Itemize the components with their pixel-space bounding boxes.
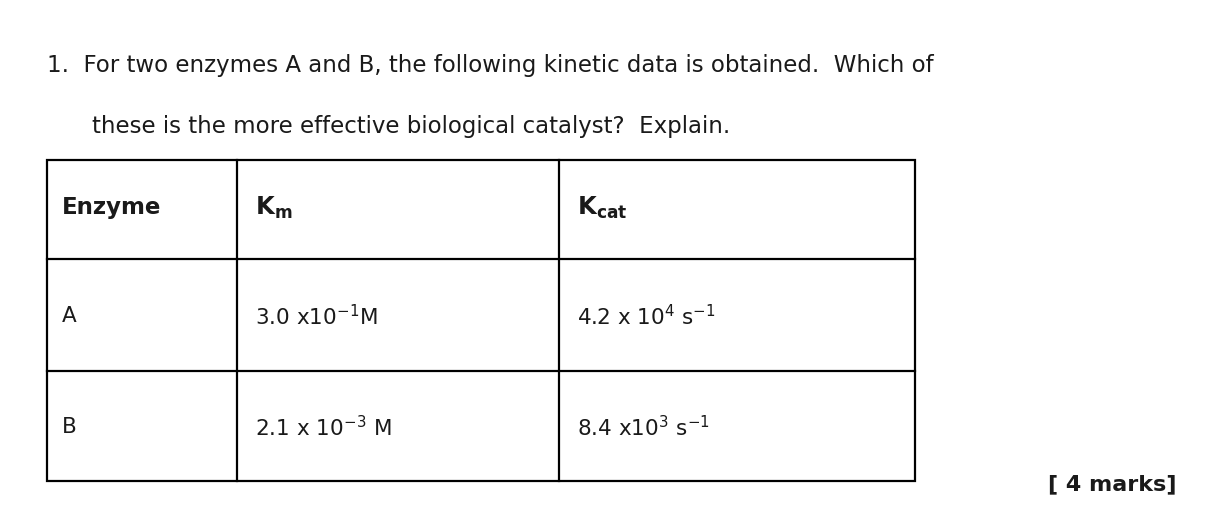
Text: $\mathbf{K}_\mathbf{cat}$: $\mathbf{K}_\mathbf{cat}$	[577, 194, 628, 220]
Text: A: A	[61, 305, 76, 326]
Text: Enzyme: Enzyme	[61, 196, 161, 219]
Text: B: B	[61, 416, 76, 436]
Text: $2.1\ \mathrm{x\ 10^{-3}\ M}$: $2.1\ \mathrm{x\ 10^{-3}\ M}$	[255, 414, 392, 439]
Text: 1.  For two enzymes A and B, the following kinetic data is obtained.  Which of: 1. For two enzymes A and B, the followin…	[47, 53, 933, 76]
Text: $\mathbf{K}_\mathbf{m}$: $\mathbf{K}_\mathbf{m}$	[255, 194, 292, 220]
Text: these is the more effective biological catalyst?  Explain.: these is the more effective biological c…	[92, 115, 731, 137]
Text: $8.4\ \mathrm{x10^{3}\ s^{-1}}$: $8.4\ \mathrm{x10^{3}\ s^{-1}}$	[577, 414, 710, 439]
Text: [ 4 marks]: [ 4 marks]	[1047, 474, 1176, 494]
Text: $3.0\ \mathrm{x10^{-1}M}$: $3.0\ \mathrm{x10^{-1}M}$	[255, 303, 378, 328]
Text: $4.2\ \mathrm{x\ 10^{4}\ s^{-1}}$: $4.2\ \mathrm{x\ 10^{4}\ s^{-1}}$	[577, 303, 716, 328]
